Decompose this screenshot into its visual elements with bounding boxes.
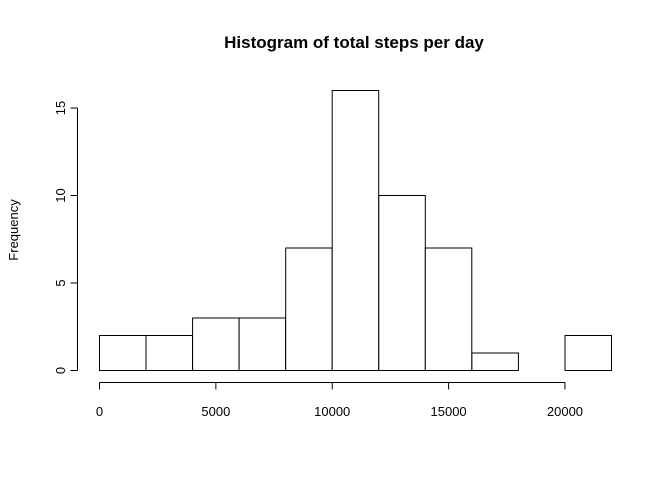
y-axis-label: Frequency [6,199,21,261]
x-tick-label: 5000 [201,404,230,419]
histogram-bar [378,195,426,371]
x-axis: 0 5000 10000 15000 20000 [96,382,583,419]
y-tick-label: 5 [53,279,68,286]
y-tick-label: 0 [53,367,68,374]
bars-group [99,90,612,371]
y-tick-label: 10 [53,188,68,202]
histogram-bar [424,247,473,371]
histogram-bar [99,335,147,371]
x-tick-label: 15000 [431,404,467,419]
y-axis: 0 5 10 15 [53,101,78,374]
histogram-bar [145,335,193,371]
x-tick-label: 0 [96,404,103,419]
histogram-bar [192,317,240,371]
y-tick-label: 15 [53,101,68,115]
histogram-bar [285,247,333,371]
histogram-bar [331,90,380,371]
x-tick-label: 20000 [547,404,583,419]
histogram-bar [564,335,612,371]
histogram-bar [238,317,287,371]
histogram-bar [471,352,519,371]
x-tick-label: 10000 [314,404,350,419]
chart-title: Histogram of total steps per day [224,33,484,52]
